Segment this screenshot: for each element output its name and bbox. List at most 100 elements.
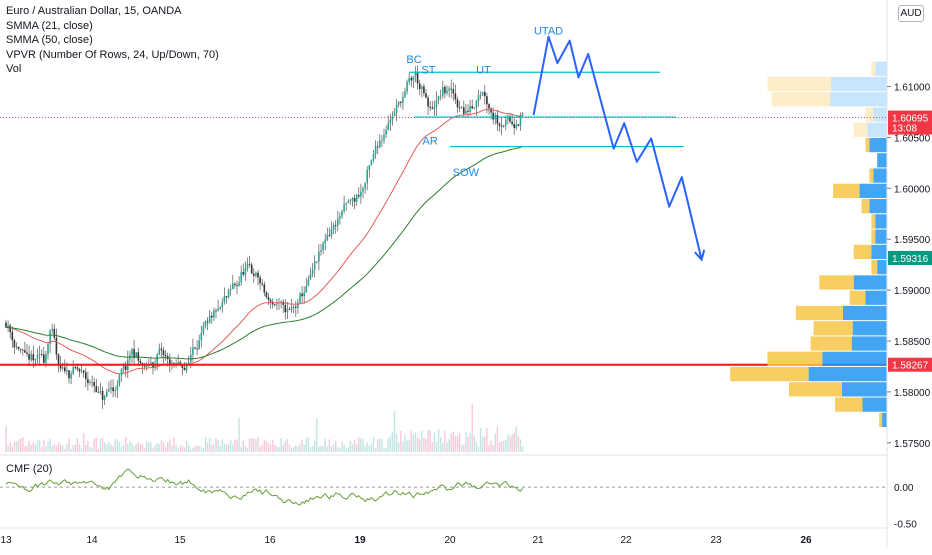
volume-bar [456,436,459,452]
candle-body [519,115,522,126]
volume-bar [477,446,480,452]
candle-body [393,112,396,117]
annotation-label[interactable]: UTAD [534,26,563,38]
candle-body [502,125,505,127]
volume-bar [318,446,320,452]
annotation-label[interactable]: UT [476,64,491,76]
vp-down-bar [871,214,876,229]
projection-path[interactable] [532,35,703,260]
legend-smma50[interactable]: SMMA (50, close) [6,34,93,46]
volume-bar [366,442,368,452]
candle-body [179,362,182,365]
candle-body [341,211,343,217]
volume-bar [398,442,400,452]
vp-down-bar [853,244,872,260]
volume-bar [76,438,79,452]
time-tick-label: 14 [86,535,98,546]
volume-bar [255,439,257,452]
candle-body [383,134,385,141]
annotation-label[interactable]: AR [423,136,438,148]
volume-bar [492,445,494,452]
candle-body [211,315,213,318]
vp-up-bar [830,92,887,107]
cmf-legend[interactable]: CMF (20) [6,463,53,475]
cmf-tick-label: 0.00 [894,483,914,494]
annotation-label[interactable]: ST [421,64,435,76]
vp-up-bar [873,168,887,183]
currency-badge[interactable]: AUD [898,5,924,22]
candle-body [106,391,108,397]
candle-body [385,129,387,135]
annotation-label[interactable]: BC [406,54,421,66]
candle-body [505,119,507,126]
candle-body [156,354,158,364]
volume-bar [326,446,328,452]
volume-bar [389,436,391,452]
smma21-line [5,109,523,375]
price-tick-label: 1.58000 [894,388,931,399]
candle-body [30,354,32,360]
volume-bar [196,444,198,452]
volume-bar [28,440,30,452]
volume-bar [213,444,215,452]
legend-smma21[interactable]: SMMA (21, close) [6,19,93,32]
vp-down-bar [767,76,832,92]
candle-body [72,367,74,374]
candle-body [414,71,417,77]
candle-body [215,310,217,312]
candle-body [376,146,379,148]
volume-bar [156,442,158,452]
vp-down-bar [730,366,809,382]
candle-body [427,97,429,107]
price-tick-label: 1.59000 [894,286,931,297]
volume-bar [150,442,152,452]
volume-bar [328,439,331,452]
candle-body [118,375,121,386]
volume-bar [429,430,431,452]
candle-body [114,390,116,392]
volume-bar [486,427,488,452]
candle-body [347,200,350,203]
volume-bar [259,445,261,452]
volume-bar [162,442,165,452]
vp-down-bar [853,122,868,137]
candle-body [80,370,83,372]
volume-bar [257,437,259,452]
volume-bar [7,445,9,452]
candle-body [145,365,148,367]
vp-up-bar [867,122,887,137]
vp-up-bar [871,244,887,260]
time-tick-label: 16 [264,535,276,546]
annotation-label[interactable]: SOW [453,167,480,179]
volume-bar [26,445,28,452]
candle-body [460,107,463,109]
candle-body [439,95,442,97]
candle-body [269,299,272,302]
volume-bar [347,447,349,452]
volume-bar [129,440,131,452]
candle-body [521,113,524,116]
volume-bar [141,444,144,452]
legend-vpvr[interactable]: VPVR (Number Of Rows, 24, Up/Down, 70) [6,48,219,61]
price-label-text: 1.60695 [892,114,929,125]
candle-body [53,328,56,338]
candle-body [276,303,278,305]
volume-bar [217,440,219,452]
volume-bar [41,447,43,452]
volume-bar [152,448,154,452]
volume-bar [49,438,51,452]
candle-body [397,101,400,105]
candle-body [326,235,329,240]
candle-body [15,346,18,348]
volume-bar [173,437,175,452]
candle-body [221,302,224,308]
volume-bar [206,442,209,452]
legend-vol[interactable]: Vol [6,63,22,75]
volume-bar [160,440,163,452]
candle-body [204,321,207,326]
candle-body [19,348,22,350]
volume-bar [261,444,263,452]
volume-bar [200,447,202,452]
volume-bar [110,444,112,452]
